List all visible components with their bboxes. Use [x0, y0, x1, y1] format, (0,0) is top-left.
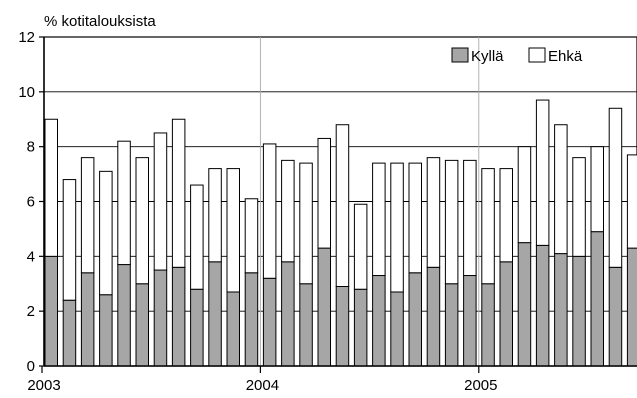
bar-ehka	[554, 124, 568, 255]
bar-kylla	[281, 261, 295, 367]
bar-ehka	[572, 157, 586, 257]
bar-ehka	[281, 159, 295, 263]
bar-ehka	[499, 168, 513, 263]
y-tick-label: 8	[27, 139, 35, 156]
bar-kylla	[372, 275, 386, 367]
bar-kylla	[317, 247, 331, 367]
bar-ehka	[62, 179, 77, 301]
y-tick-label: 6	[27, 194, 35, 211]
x-tick-label: 2004	[246, 377, 279, 394]
bar-kylla	[608, 266, 623, 367]
y-tick-label: 2	[27, 303, 35, 320]
y-tick-label: 0	[27, 358, 35, 375]
legend-swatch-kylla	[451, 47, 469, 63]
bar-kylla	[390, 291, 404, 367]
bar-kylla	[299, 283, 313, 367]
x-tick-label: 2003	[27, 377, 60, 394]
bar-kylla	[408, 272, 422, 367]
bar-kylla	[481, 283, 495, 367]
bar-kylla	[80, 272, 95, 367]
bar-ehka	[171, 118, 186, 268]
bar-ehka	[535, 99, 550, 246]
legend-swatch-ehka	[528, 47, 546, 63]
bar-kylla	[135, 283, 149, 367]
bar-kylla	[171, 266, 186, 367]
y-tick-label: 4	[27, 248, 35, 265]
bar-kylla	[153, 269, 168, 367]
bar-kylla	[463, 275, 477, 367]
bar-ehka	[135, 157, 149, 285]
bar-kylla	[499, 261, 513, 367]
bar-ehka	[244, 198, 259, 274]
y-tick-label: 10	[18, 84, 35, 101]
legend: Kyllä Ehkä	[451, 47, 583, 65]
bar-ehka	[463, 159, 477, 277]
bar-ehka	[426, 157, 441, 268]
bar-ehka	[408, 162, 422, 274]
bar-kylla	[626, 247, 637, 367]
bar-kylla	[244, 272, 259, 367]
bar-ehka	[117, 140, 131, 266]
y-axis-title: % kotitalouksista	[44, 13, 156, 30]
x-tick-label: 2005	[464, 377, 497, 394]
bar-ehka	[44, 118, 58, 257]
bar-ehka	[262, 143, 277, 279]
axes: 0246810122003200420052006	[18, 29, 637, 394]
bar-ehka	[153, 132, 168, 271]
bar-kylla	[444, 283, 459, 367]
legend-label-ehka: Ehkä	[548, 48, 583, 65]
bar-ehka	[99, 170, 113, 296]
bar-ehka	[226, 168, 240, 293]
bar-kylla	[517, 242, 532, 367]
bar-kylla	[572, 255, 586, 367]
bar-ehka	[190, 184, 204, 290]
bar-kylla	[426, 266, 441, 367]
bar-ehka	[444, 159, 459, 285]
bar-ehka	[481, 168, 495, 285]
bar-kylla	[335, 285, 350, 367]
bar-ehka	[517, 146, 532, 244]
bar-ehka	[353, 203, 368, 290]
bar-kylla	[99, 294, 113, 367]
bar-ehka	[208, 168, 222, 263]
bars-group	[44, 99, 637, 367]
bar-ehka	[372, 162, 386, 277]
bar-ehka	[80, 157, 95, 274]
y-tick-label: 12	[18, 29, 35, 46]
bar-kylla	[62, 299, 77, 367]
bar-ehka	[626, 154, 637, 249]
bar-kylla	[226, 291, 240, 367]
bar-kylla	[262, 277, 277, 367]
bar-ehka	[335, 124, 350, 287]
bar-ehka	[608, 107, 623, 268]
bar-kylla	[353, 288, 368, 367]
bar-kylla	[554, 253, 568, 367]
bar-kylla	[535, 244, 550, 367]
bar-kylla	[208, 261, 222, 367]
bar-kylla	[590, 231, 604, 367]
bar-ehka	[390, 162, 404, 293]
bar-kylla	[190, 288, 204, 367]
bar-ehka	[317, 137, 331, 249]
bar-kylla	[117, 264, 131, 367]
bar-ehka	[299, 162, 313, 285]
legend-label-kylla: Kyllä	[471, 48, 504, 65]
bar-kylla	[44, 255, 58, 367]
bar-ehka	[590, 146, 604, 233]
